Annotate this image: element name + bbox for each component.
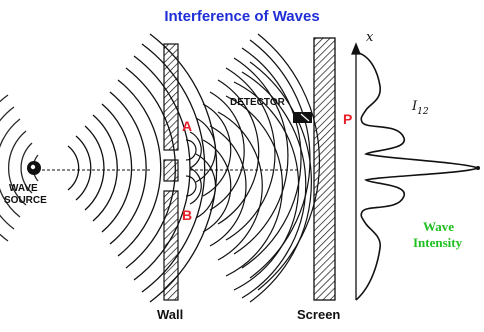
wall — [163, 43, 179, 301]
wave-intensity-label-line1: Wave — [423, 219, 455, 234]
intensity-curve — [355, 51, 481, 301]
screen — [313, 37, 336, 301]
point-p-label: P — [343, 111, 353, 127]
screen-label: Screen — [297, 307, 341, 322]
intensity-symbol-subscript: 12 — [417, 107, 429, 117]
wave-source-label-line1: WAVE — [9, 183, 38, 194]
x-axis — [351, 42, 361, 300]
diagram-title: Interference of Waves — [164, 8, 320, 25]
wall-label: Wall — [157, 307, 184, 322]
wave-source-icon — [27, 161, 41, 175]
intensity-symbol-main: I — [412, 99, 418, 114]
slit-b-wavefronts — [185, 61, 312, 303]
x-axis-label: x — [366, 30, 374, 45]
slit-a-label: A — [182, 118, 193, 134]
slit-b-label: B — [182, 207, 193, 223]
slit-a-wavefronts — [185, 33, 321, 291]
wave-intensity-label-line2: Intensity — [413, 235, 463, 250]
detector-label: DETECTOR — [230, 97, 285, 108]
detector-icon — [293, 112, 312, 123]
wave-source-label-line2: SOURCE — [4, 195, 47, 206]
intensity-symbol: I12 — [412, 98, 429, 117]
